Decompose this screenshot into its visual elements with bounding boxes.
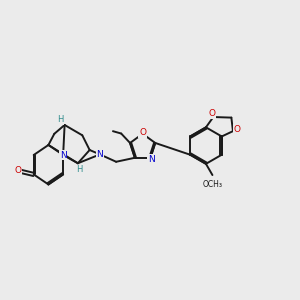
Text: OCH₃: OCH₃	[202, 180, 222, 189]
Text: O: O	[139, 128, 146, 137]
Text: O: O	[14, 166, 21, 175]
Text: H: H	[76, 165, 83, 174]
Text: N: N	[148, 155, 154, 164]
Text: O: O	[234, 125, 241, 134]
Text: N: N	[60, 151, 67, 160]
Text: O: O	[208, 109, 215, 118]
Text: N: N	[97, 150, 103, 159]
Text: H: H	[57, 115, 63, 124]
